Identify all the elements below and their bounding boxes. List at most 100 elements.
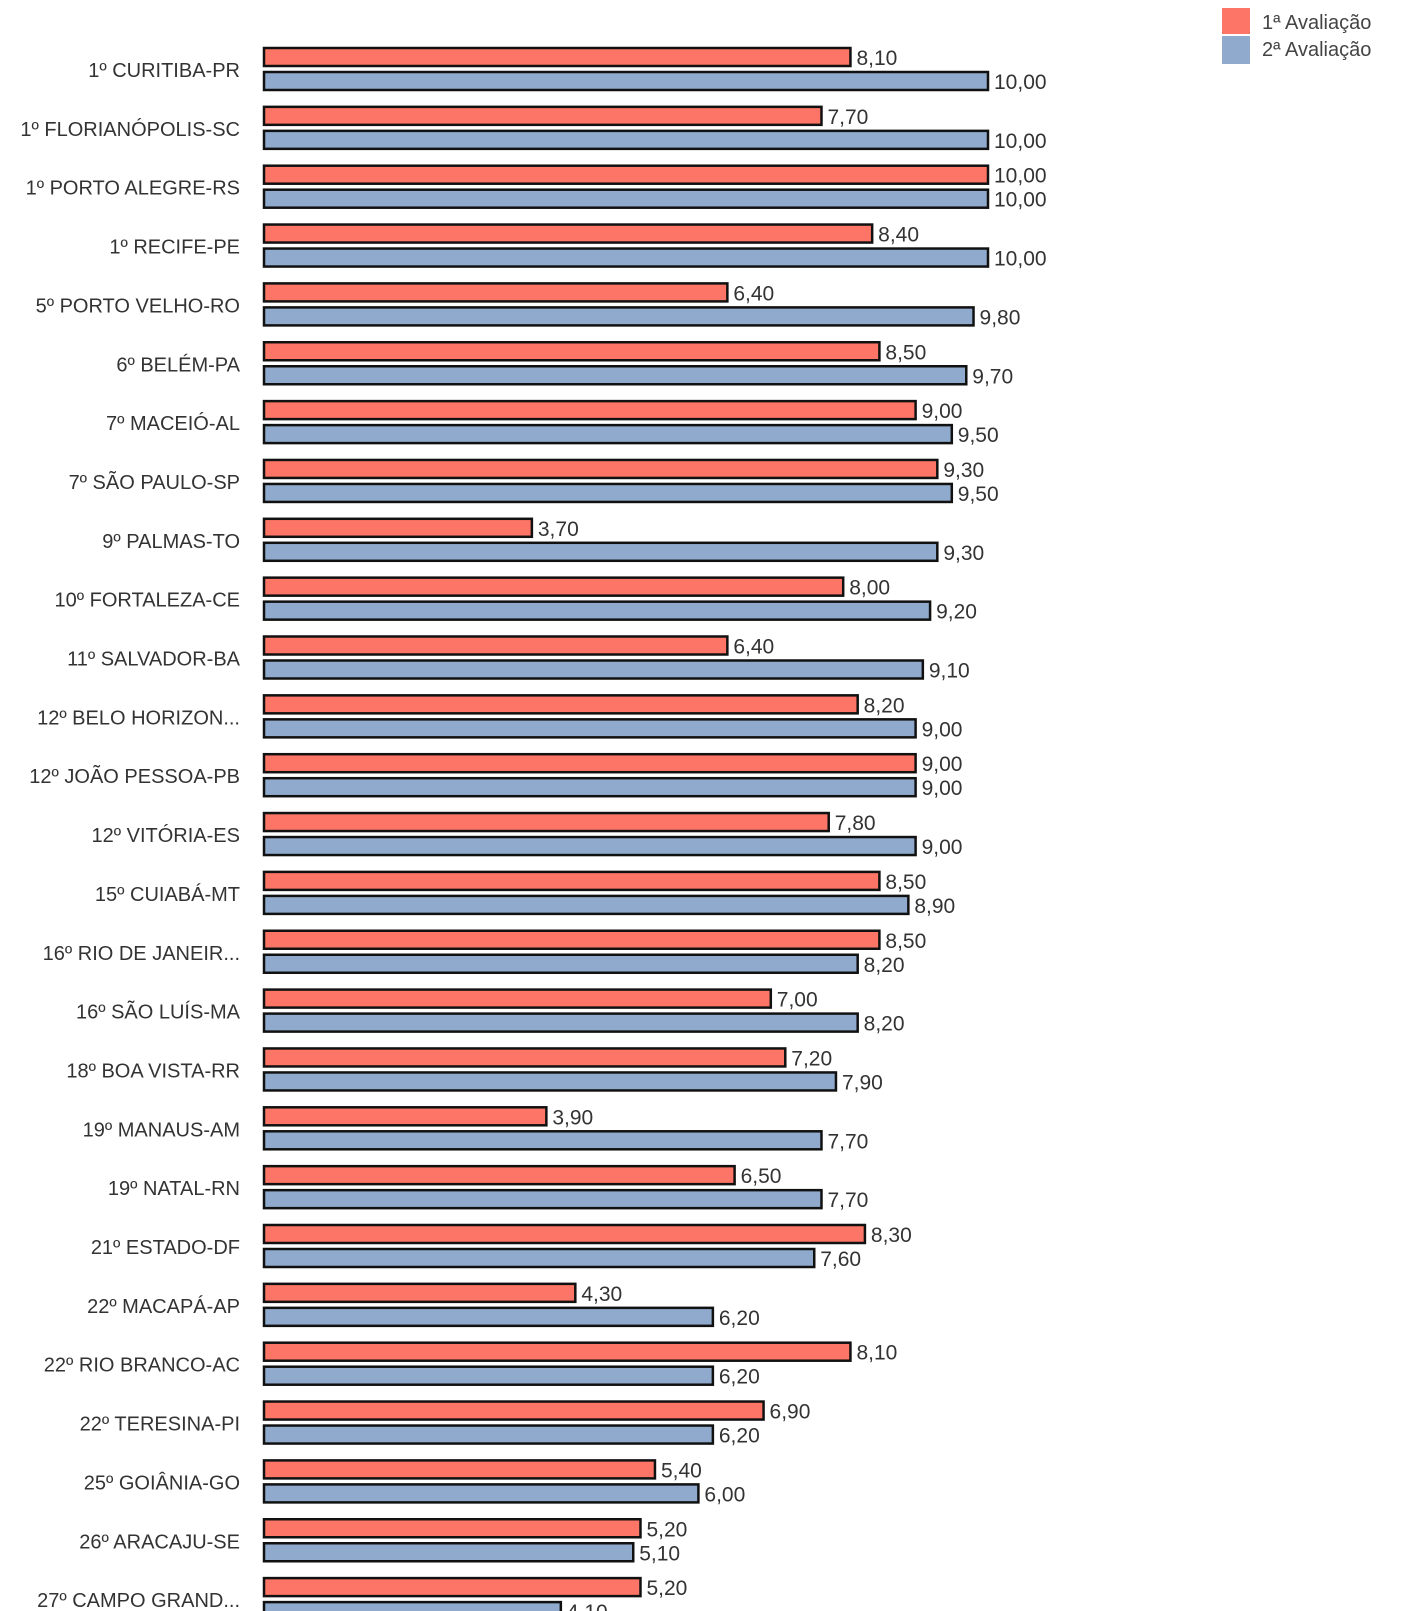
bar-series-2: [262, 894, 910, 916]
bar-series-1: [262, 1047, 787, 1068]
bar-series-2: [262, 659, 925, 680]
category-label: 1º CURITIBA-PR: [88, 60, 240, 82]
value-label-series-2: 9,00: [922, 777, 963, 800]
value-label-series-2: 6,00: [704, 1483, 745, 1506]
category-label: 1º RECIFE-PE: [109, 237, 240, 259]
bar-series-1: [262, 694, 859, 715]
bar-series-1: [262, 223, 874, 244]
bar-series-1: [262, 1106, 548, 1127]
category-label: 7º MACEIÓ-AL: [106, 412, 240, 435]
value-label-series-1: 3,90: [552, 1106, 593, 1129]
bar-series-1: [262, 517, 534, 539]
value-label-series-2: 9,50: [958, 483, 999, 506]
bar-series-1: [262, 870, 881, 892]
bar-series-1: [262, 164, 990, 185]
value-label-series-2: 10,00: [994, 130, 1047, 153]
value-label-series-2: 7,70: [827, 1130, 868, 1153]
value-label-series-2: 8,20: [864, 954, 905, 977]
legend-label-series-2: 2ª Avaliação: [1262, 39, 1371, 61]
bar-series-2: [262, 1247, 816, 1269]
bar-series-2: [262, 1542, 635, 1563]
value-label-series-1: 5,40: [661, 1459, 702, 1482]
bar-series-2: [262, 482, 954, 504]
category-label: 12º VITÓRIA-ES: [92, 824, 240, 847]
category-label: 18º BOA VISTA-RR: [66, 1060, 240, 1082]
value-label-series-1: 9,30: [943, 459, 984, 482]
category-label: 26º ARACAJU-SE: [79, 1531, 240, 1553]
value-label-series-2: 9,10: [929, 660, 970, 683]
bar-series-1: [262, 282, 729, 303]
category-label: 7º SÃO PAULO-SP: [69, 470, 240, 494]
category-label: 1º PORTO ALEGRE-RS: [26, 178, 240, 200]
value-label-series-2: 7,70: [827, 1189, 868, 1212]
category-label: 5º PORTO VELHO-RO: [36, 295, 240, 317]
bar-series-2: [262, 953, 859, 974]
value-label-series-2: 9,00: [922, 836, 963, 859]
bar-series-1: [262, 1223, 867, 1245]
bar-series-2: [262, 835, 917, 857]
value-label-series-2: 5,10: [639, 1542, 680, 1565]
bar-series-2: [262, 1365, 715, 1386]
bar-series-2: [262, 776, 917, 798]
bar-series-1: [262, 46, 852, 68]
category-label: 12º JOÃO PESSOA-PB: [29, 764, 240, 788]
bar-series-1: [262, 1576, 642, 1598]
value-label-series-1: 4,30: [581, 1283, 622, 1306]
bar-series-2: [262, 1012, 859, 1033]
category-label: 10º FORTALEZA-CE: [55, 590, 241, 612]
category-label: 15º CUIABÁ-MT: [95, 883, 240, 906]
value-label-series-2: 9,30: [943, 542, 984, 565]
bar-series-2: [262, 600, 932, 621]
value-label-series-1: 6,40: [733, 282, 774, 305]
value-label-series-2: 6,20: [719, 1425, 760, 1448]
value-label-series-1: 7,20: [791, 1047, 832, 1070]
value-label-series-1: 7,70: [827, 106, 868, 129]
bar-series-1: [262, 341, 881, 362]
value-label-series-2: 9,20: [936, 601, 977, 624]
bar-groups: 1º CURITIBA-PR 8,10 10,00 1º FLORIANÓPOLIS-…: [20, 46, 1047, 1611]
value-label-series-2: 9,00: [922, 718, 963, 741]
value-label-series-1: 8,10: [856, 1342, 897, 1365]
value-label-series-1: 8,50: [885, 871, 926, 894]
legend-label-series-1: 1ª Avaliação: [1262, 12, 1371, 34]
bar-series-1: [262, 752, 917, 774]
value-label-series-1: 8,40: [878, 224, 919, 247]
category-label: 9º PALMAS-TO: [102, 531, 240, 553]
value-label-series-1: 8,10: [856, 47, 897, 70]
bar-series-1: [262, 1459, 657, 1480]
value-label-series-1: 8,00: [849, 577, 890, 600]
bar-series-1: [262, 635, 729, 656]
bar-series-2: [262, 1306, 715, 1328]
category-label: 11º SALVADOR-BA: [67, 649, 241, 671]
value-label-series-2: 6,20: [719, 1366, 760, 1389]
bar-series-1: [262, 1164, 736, 1186]
bar-series-1: [262, 399, 917, 421]
value-label-series-1: 6,90: [770, 1401, 811, 1424]
value-label-series-1: 8,30: [871, 1224, 912, 1247]
value-label-series-1: 10,00: [994, 165, 1047, 188]
category-label: 25º GOIÂNIA-GO: [84, 1471, 240, 1494]
bar-series-1: [262, 1341, 852, 1362]
bar-series-2: [262, 1188, 823, 1210]
value-label-series-1: 5,20: [646, 1518, 687, 1541]
bar-series-2: [262, 1483, 700, 1504]
bar-series-2: [262, 718, 917, 739]
value-label-series-1: 8,50: [885, 341, 926, 364]
value-label-series-2: 10,00: [994, 71, 1047, 94]
category-label: 22º TERESINA-PI: [80, 1414, 240, 1436]
value-label-series-2: 6,20: [719, 1307, 760, 1330]
category-label: 19º MANAUS-AM: [83, 1119, 240, 1141]
category-label: 27º CAMPO GRAND...: [37, 1590, 240, 1611]
value-label-series-1: 9,00: [922, 753, 963, 776]
category-label: 16º RIO DE JANEIR...: [43, 943, 240, 965]
bar-series-2: [262, 247, 990, 268]
bar-series-1: [262, 576, 845, 597]
value-label-series-2: 10,00: [994, 189, 1047, 212]
bar-series-2: [262, 365, 968, 386]
value-label-series-1: 3,70: [538, 518, 579, 541]
value-label-series-2: 4,10: [567, 1601, 608, 1611]
value-label-series-1: 7,00: [777, 989, 818, 1012]
value-label-series-2: 9,70: [972, 365, 1013, 388]
bar-series-2: [262, 1130, 823, 1151]
value-label-series-1: 9,00: [922, 400, 963, 423]
